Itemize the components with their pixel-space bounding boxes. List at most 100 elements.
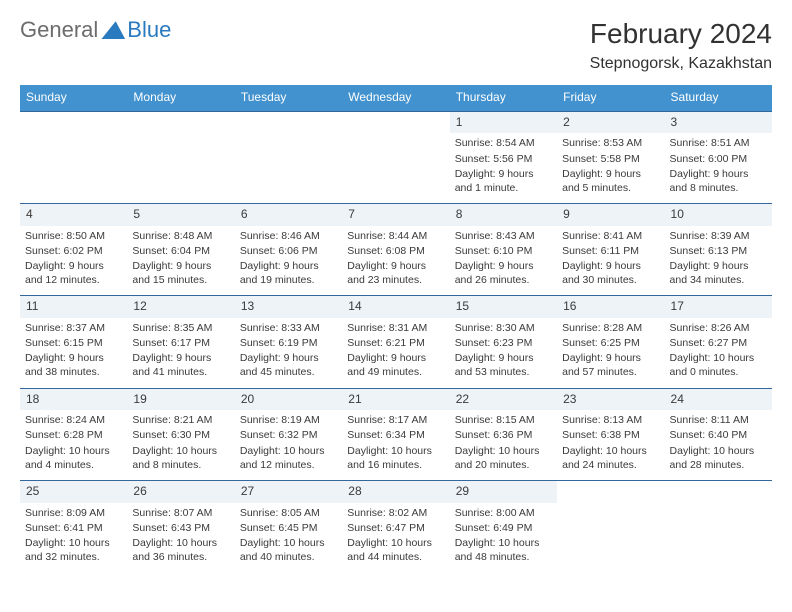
day-cell: Sunrise: 8:51 AMSunset: 6:00 PMDaylight:…: [665, 133, 772, 203]
sunset-line: Sunset: 6:25 PM: [562, 336, 659, 350]
day-number: 20: [235, 388, 342, 410]
day-cell: Sunrise: 8:07 AMSunset: 6:43 PMDaylight:…: [127, 503, 234, 573]
day-header: Saturday: [665, 85, 772, 111]
sunrise-line: Sunrise: 8:35 AM: [132, 321, 229, 335]
day-cell: Sunrise: 8:24 AMSunset: 6:28 PMDaylight:…: [20, 410, 127, 480]
daylight-line: Daylight: 9 hours and 15 minutes.: [132, 259, 229, 287]
sunset-line: Sunset: 6:08 PM: [347, 244, 444, 258]
sunrise-line: Sunrise: 8:02 AM: [347, 506, 444, 520]
day-cell: Sunrise: 8:41 AMSunset: 6:11 PMDaylight:…: [557, 226, 664, 296]
day-header: Thursday: [450, 85, 557, 111]
sunrise-line: Sunrise: 8:50 AM: [25, 229, 122, 243]
day-number: 23: [557, 388, 664, 410]
sunrise-line: Sunrise: 8:54 AM: [455, 136, 552, 150]
day-cell: Sunrise: 8:02 AMSunset: 6:47 PMDaylight:…: [342, 503, 449, 573]
day-cell: Sunrise: 8:00 AMSunset: 6:49 PMDaylight:…: [450, 503, 557, 573]
day-cell: Sunrise: 8:13 AMSunset: 6:38 PMDaylight:…: [557, 410, 664, 480]
sunrise-line: Sunrise: 8:17 AM: [347, 413, 444, 427]
month-title: February 2024: [590, 16, 772, 52]
day-number: 29: [450, 480, 557, 502]
daylight-line: Daylight: 10 hours and 16 minutes.: [347, 444, 444, 472]
daylight-line: Daylight: 9 hours and 45 minutes.: [240, 351, 337, 379]
daylight-line: Daylight: 10 hours and 40 minutes.: [240, 536, 337, 564]
sunrise-line: Sunrise: 8:11 AM: [670, 413, 767, 427]
sunset-line: Sunset: 6:13 PM: [670, 244, 767, 258]
day-cell: Sunrise: 8:17 AMSunset: 6:34 PM Daylight:…: [342, 410, 449, 480]
day-number: 1: [450, 111, 557, 133]
header: General Blue February 2024 Stepnogorsk, …: [20, 16, 772, 75]
sunset-line: Sunset: 6:04 PM: [132, 244, 229, 258]
daylight-line: Daylight: 10 hours and 48 minutes.: [455, 536, 552, 564]
day-cell: [235, 133, 342, 203]
sunrise-line: Sunrise: 8:44 AM: [347, 229, 444, 243]
day-cell: Sunrise: 8:44 AMSunset: 6:08 PMDaylight:…: [342, 226, 449, 296]
day-cell: [665, 503, 772, 573]
sunrise-line: Sunrise: 8:43 AM: [455, 229, 552, 243]
sunrise-line: Sunrise: 8:28 AM: [562, 321, 659, 335]
daylight-line: Daylight: 10 hours and 12 minutes.: [240, 444, 337, 472]
day-number: 13: [235, 296, 342, 318]
sunrise-line: Sunrise: 8:07 AM: [132, 506, 229, 520]
sunrise-line: Sunrise: 8:48 AM: [132, 229, 229, 243]
daylight-line: Daylight: 10 hours and 44 minutes.: [347, 536, 444, 564]
day-cell: Sunrise: 8:15 AMSunset: 6:36 PM Daylight:…: [450, 410, 557, 480]
daylight-line: Daylight: 10 hours and 36 minutes.: [132, 536, 229, 564]
sunrise-line: Sunrise: 8:13 AM: [562, 413, 659, 427]
sunrise-line: Sunrise: 8:31 AM: [347, 321, 444, 335]
day-number: 6: [235, 204, 342, 226]
day-number: 18: [20, 388, 127, 410]
day-number: 8: [450, 204, 557, 226]
day-number: 27: [235, 480, 342, 502]
day-number: 12: [127, 296, 234, 318]
day-number: [342, 111, 449, 133]
sunrise-line: Sunrise: 8:41 AM: [562, 229, 659, 243]
info-row: Sunrise: 8:50 AMSunset: 6:02 PMDaylight:…: [20, 226, 772, 296]
day-cell: Sunrise: 8:54 AMSunset: 5:56 PMDaylight:…: [450, 133, 557, 203]
sunset-line: Sunset: 6:06 PM: [240, 244, 337, 258]
day-cell: Sunrise: 8:35 AMSunset: 6:17 PMDaylight:…: [127, 318, 234, 388]
day-cell: Sunrise: 8:48 AMSunset: 6:04 PMDaylight:…: [127, 226, 234, 296]
daynum-row: 2526272829: [20, 480, 772, 502]
sunrise-line: Sunrise: 8:37 AM: [25, 321, 122, 335]
day-cell: [127, 133, 234, 203]
day-number: 22: [450, 388, 557, 410]
day-number: 26: [127, 480, 234, 502]
logo-triangle-icon: [101, 21, 125, 39]
sunset-line: Sunset: 6:00 PM: [670, 152, 767, 166]
day-number: [557, 480, 664, 502]
day-number: 3: [665, 111, 772, 133]
sunrise-line: Sunrise: 8:21 AM: [132, 413, 229, 427]
day-number: 9: [557, 204, 664, 226]
day-header-row: SundayMondayTuesdayWednesdayThursdayFrid…: [20, 85, 772, 111]
daylight-line: Daylight: 10 hours and 8 minutes.: [132, 444, 229, 472]
logo: General Blue: [20, 16, 171, 45]
sunset-line: Sunset: 6:36 PM: [455, 428, 552, 442]
day-cell: Sunrise: 8:39 AMSunset: 6:13 PMDaylight:…: [665, 226, 772, 296]
sunrise-line: Sunrise: 8:24 AM: [25, 413, 122, 427]
logo-text-1: General: [20, 16, 98, 45]
day-number: [127, 111, 234, 133]
daylight-line: Daylight: 9 hours and 5 minutes.: [562, 167, 659, 195]
daylight-line: Daylight: 10 hours and 20 minutes.: [455, 444, 552, 472]
day-number: 17: [665, 296, 772, 318]
day-number: 25: [20, 480, 127, 502]
day-number: 2: [557, 111, 664, 133]
sunset-line: Sunset: 6:30 PM: [132, 428, 229, 442]
day-cell: Sunrise: 8:53 AMSunset: 5:58 PMDaylight:…: [557, 133, 664, 203]
sunrise-line: Sunrise: 8:15 AM: [455, 413, 552, 427]
day-cell: Sunrise: 8:11 AMSunset: 6:40 PMDaylight:…: [665, 410, 772, 480]
day-cell: Sunrise: 8:05 AMSunset: 6:45 PMDaylight:…: [235, 503, 342, 573]
sunrise-line: Sunrise: 8:33 AM: [240, 321, 337, 335]
day-number: 11: [20, 296, 127, 318]
sunrise-line: Sunrise: 8:19 AM: [240, 413, 337, 427]
sunset-line: Sunset: 6:23 PM: [455, 336, 552, 350]
sunrise-line: Sunrise: 8:00 AM: [455, 506, 552, 520]
day-cell: [342, 133, 449, 203]
sunset-line: Sunset: 6:47 PM: [347, 521, 444, 535]
day-cell: Sunrise: 8:09 AMSunset: 6:41 PMDaylight:…: [20, 503, 127, 573]
sunrise-line: Sunrise: 8:30 AM: [455, 321, 552, 335]
sunrise-line: Sunrise: 8:51 AM: [670, 136, 767, 150]
sunset-line: Sunset: 6:34 PM: [347, 428, 444, 442]
daynum-row: 45678910: [20, 204, 772, 226]
day-number: 19: [127, 388, 234, 410]
